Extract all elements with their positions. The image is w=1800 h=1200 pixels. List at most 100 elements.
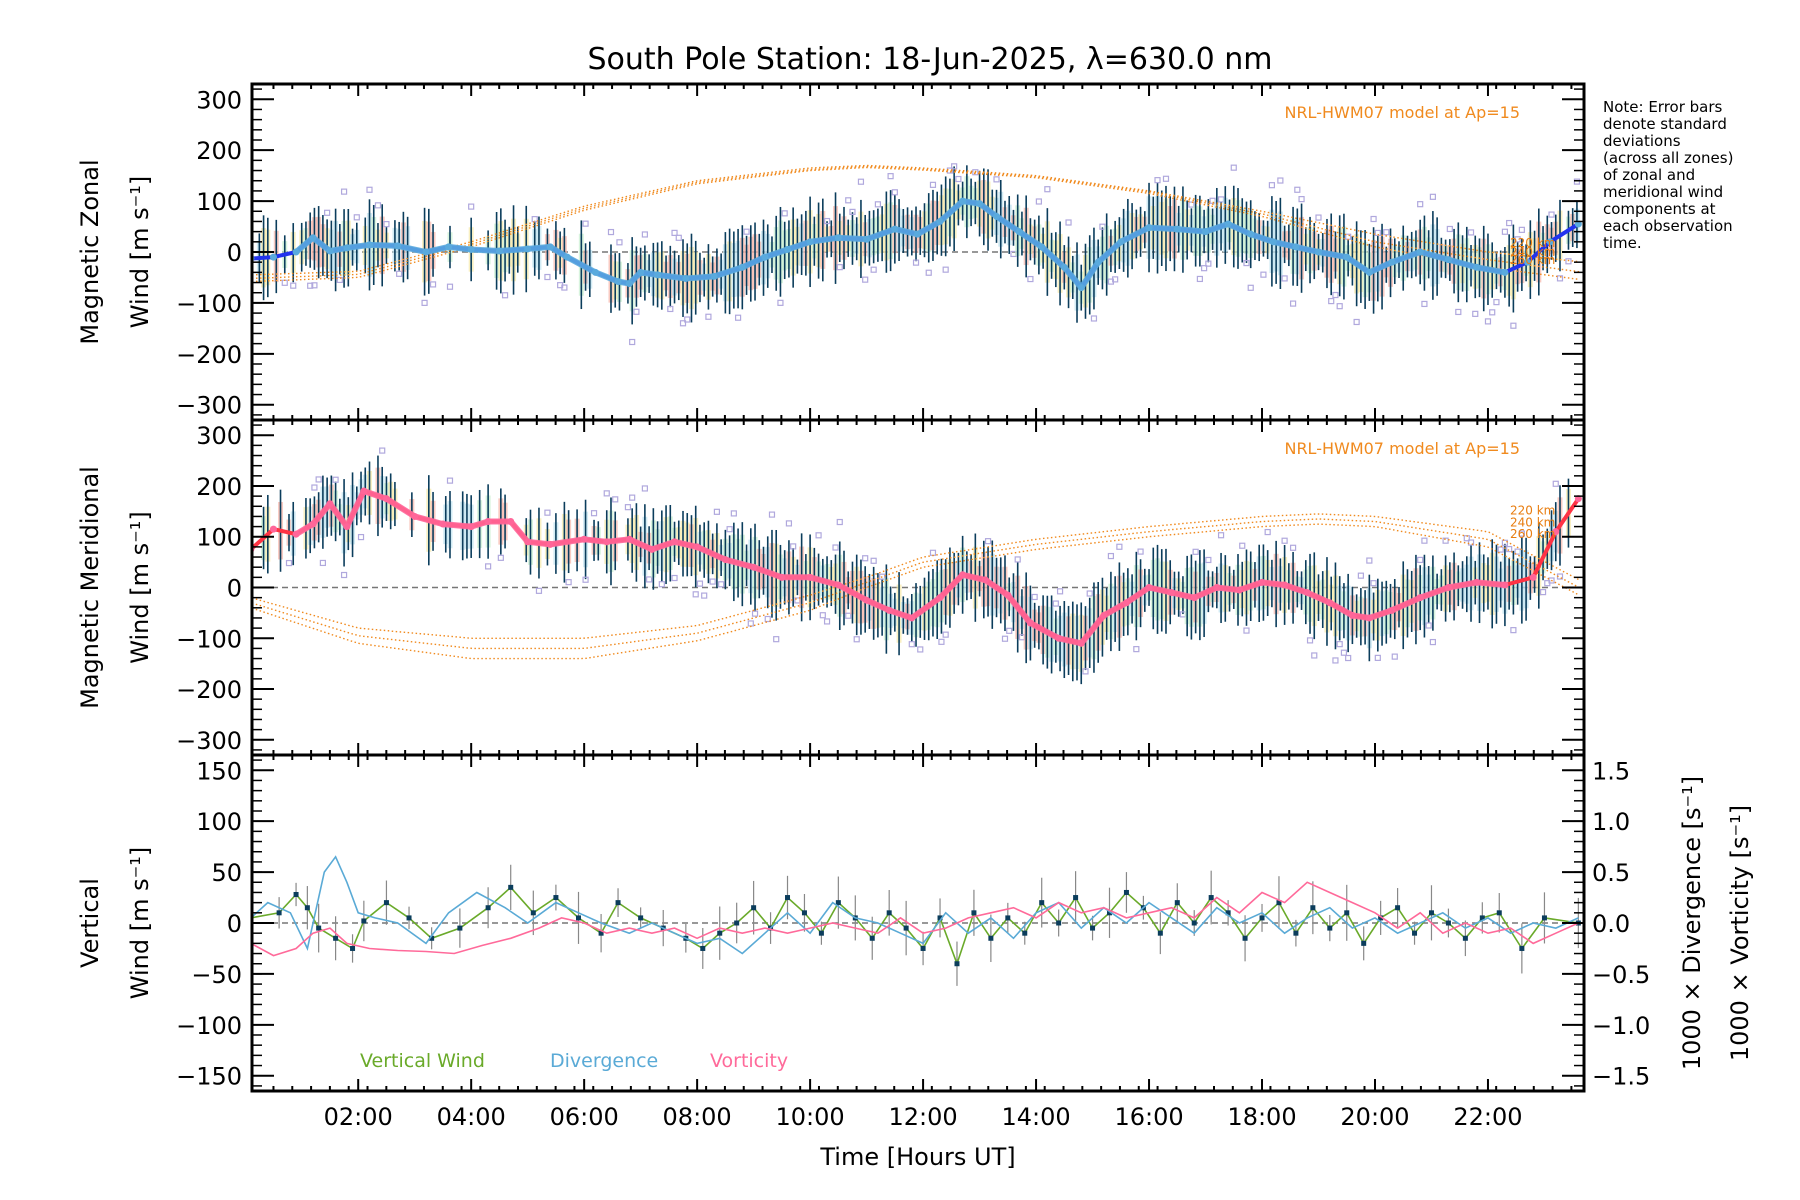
zone-sample-point bbox=[1556, 275, 1564, 282]
mean-wind-point bbox=[1117, 238, 1125, 246]
zone-sample-point bbox=[726, 526, 733, 533]
vertical-wind-point bbox=[485, 905, 491, 911]
zone-sample-point bbox=[1510, 627, 1517, 634]
zone-sample-point bbox=[1336, 641, 1343, 648]
y-tick-label: 200 bbox=[196, 473, 242, 501]
zone-sample-point bbox=[353, 214, 360, 221]
zone-sample-point bbox=[501, 292, 509, 299]
zone-sample-point bbox=[641, 231, 648, 238]
zone-sample-point bbox=[1112, 276, 1119, 283]
vertical-wind-point bbox=[293, 891, 299, 897]
mean-wind-point bbox=[1388, 606, 1396, 614]
vertical-wind-point bbox=[1293, 930, 1299, 936]
zone-sample-point bbox=[1552, 480, 1559, 487]
zone-sample-point bbox=[730, 510, 737, 517]
mean-wind-point bbox=[1004, 591, 1012, 599]
y2-tick-label: 1.5 bbox=[1592, 757, 1630, 785]
y-tick-label: 50 bbox=[211, 859, 242, 887]
vertical-wind-point bbox=[886, 910, 892, 916]
y-tick-label: 100 bbox=[196, 188, 242, 216]
zone-sample-point bbox=[1027, 275, 1034, 283]
zone-sample-point bbox=[1052, 600, 1059, 607]
vertical-wind-point bbox=[1496, 910, 1502, 916]
vertical-wind-point bbox=[1479, 915, 1485, 921]
mean-wind-point bbox=[721, 556, 729, 564]
zone-sample-point bbox=[1442, 537, 1449, 544]
mean-wind-point bbox=[959, 197, 967, 205]
y-tick-label: 0 bbox=[227, 910, 242, 938]
zone-sample-point bbox=[1506, 219, 1513, 227]
y-tick-label: −100 bbox=[176, 1012, 242, 1040]
panel-vertical: Vertical Wind Divergence Vorticity 1.5 1.0 0.… bbox=[76, 753, 1754, 1093]
y-tick-label: 100 bbox=[196, 808, 242, 836]
zone-sample-point bbox=[421, 299, 428, 306]
vertical-wind-point bbox=[361, 918, 367, 924]
zone-sample-point bbox=[938, 638, 945, 645]
y-tick-label: 100 bbox=[196, 524, 242, 552]
zone-sample-point bbox=[747, 620, 754, 627]
mean-wind-point bbox=[292, 248, 300, 256]
zone-sample-point bbox=[535, 587, 543, 594]
x-tick-label: 04:00 bbox=[437, 1103, 506, 1131]
zone-sample-point bbox=[1353, 318, 1360, 326]
vertical-wind-point bbox=[1378, 915, 1384, 921]
zone-sample-point bbox=[1205, 556, 1212, 564]
mean-wind-point bbox=[1388, 258, 1396, 266]
mean-wind-point bbox=[269, 525, 277, 533]
mean-wind-point bbox=[1444, 256, 1452, 264]
zone-sample-point bbox=[1107, 552, 1115, 560]
note-line: time. bbox=[1603, 234, 1642, 252]
mean-wind-point bbox=[411, 512, 419, 520]
mean-wind-point bbox=[750, 563, 758, 571]
zone-sample-point bbox=[1374, 229, 1381, 237]
vertical-wind-point bbox=[429, 935, 435, 941]
vertical-wind-point bbox=[1005, 915, 1011, 921]
mean-wind-point bbox=[806, 573, 814, 581]
zone-sample-point bbox=[383, 221, 390, 228]
zone-sample-point bbox=[849, 208, 856, 215]
vertical-wind-point bbox=[700, 945, 706, 951]
zone-sample-point bbox=[1230, 164, 1237, 171]
note-line: meridional wind bbox=[1603, 183, 1723, 201]
mean-wind-point bbox=[467, 523, 475, 531]
vertical-wind-point bbox=[1361, 940, 1367, 946]
mean-wind-point bbox=[1269, 238, 1277, 246]
mean-wind-point bbox=[654, 271, 662, 279]
zone-sample-point bbox=[1260, 271, 1267, 278]
zone-sample-point bbox=[429, 281, 437, 288]
x-tick-label: 16:00 bbox=[1114, 1103, 1183, 1131]
y-tick-label: 0 bbox=[227, 575, 242, 603]
mean-wind-markers bbox=[294, 488, 1506, 647]
zone-sample-point bbox=[1201, 265, 1208, 272]
zone-sample-point bbox=[633, 308, 640, 315]
zone-sample-point bbox=[1467, 539, 1475, 546]
zone-sample-point bbox=[751, 610, 759, 617]
zone-sample-point bbox=[1548, 211, 1555, 218]
vertical-wind-point bbox=[576, 915, 582, 921]
mean-wind-point bbox=[1077, 639, 1085, 647]
zone-sample-point bbox=[1065, 219, 1072, 226]
mean-wind-point bbox=[778, 573, 786, 581]
mean-wind-point bbox=[1574, 220, 1582, 228]
zone-sample-point bbox=[1031, 593, 1038, 601]
mean-wind-point bbox=[1574, 495, 1582, 503]
vorticity-line bbox=[252, 881, 1579, 957]
zone-sample-point bbox=[667, 305, 674, 313]
zone-sample-point bbox=[785, 520, 793, 527]
zone-sample-point bbox=[446, 283, 454, 290]
y-tick-label: −200 bbox=[176, 341, 242, 369]
zone-sample-point bbox=[307, 282, 314, 289]
zone-sample-point bbox=[1501, 539, 1509, 546]
mean-wind-point bbox=[1077, 284, 1085, 292]
zone-sample-point bbox=[1247, 284, 1254, 291]
zone-sample-point bbox=[1345, 654, 1352, 662]
vertical-wind-point bbox=[903, 925, 909, 931]
mean-wind-point bbox=[1094, 258, 1102, 266]
zone-sample-point bbox=[1281, 275, 1288, 282]
mean-wind-point bbox=[365, 241, 373, 249]
y-tick-label: −200 bbox=[176, 676, 242, 704]
mean-wind-point bbox=[422, 248, 430, 256]
y2-tick-label: 0.5 bbox=[1592, 859, 1630, 887]
zone-sample-point bbox=[1467, 229, 1475, 236]
mean-wind-point bbox=[1303, 589, 1311, 597]
